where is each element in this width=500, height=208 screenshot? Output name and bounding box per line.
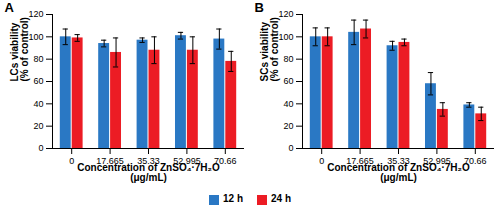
svg-text:70.66: 70.66 xyxy=(214,155,237,166)
svg-text:0: 0 xyxy=(288,143,293,153)
svg-text:70.66: 70.66 xyxy=(464,155,487,166)
svg-text:80: 80 xyxy=(283,54,293,64)
svg-text:20: 20 xyxy=(283,121,293,131)
html-text:12 h: 12 h xyxy=(223,193,243,205)
svg-text:60: 60 xyxy=(33,76,43,86)
svg-text:40: 40 xyxy=(33,99,43,109)
svg-text:LCs viability(% of control): LCs viability(% of control) xyxy=(9,17,30,81)
svg-text:60: 60 xyxy=(283,76,293,86)
svg-text:100: 100 xyxy=(278,32,293,42)
svg-text:120: 120 xyxy=(28,9,43,19)
svg-text:Concentration of ZnSO₄·7H₂O(μg: Concentration of ZnSO₄·7H₂O(μg/mL) xyxy=(327,162,470,183)
svg-text:SCs viability(% of control): SCs viability(% of control) xyxy=(259,17,280,81)
svg-text:20: 20 xyxy=(33,121,43,131)
svg-text:Concentration of ZnSO₄·7H₂O(μg: Concentration of ZnSO₄·7H₂O(μg/mL) xyxy=(77,162,220,183)
svg-text:B: B xyxy=(255,0,264,15)
svg-text:80: 80 xyxy=(33,54,43,64)
svg-text:0: 0 xyxy=(69,156,74,166)
svg-text:0: 0 xyxy=(38,143,43,153)
svg-text:120: 120 xyxy=(278,9,293,19)
svg-text:100: 100 xyxy=(28,32,43,42)
svg-text:A: A xyxy=(5,0,15,15)
html-text:24 h: 24 h xyxy=(271,193,291,205)
svg-text:40: 40 xyxy=(283,99,293,109)
svg-text:0: 0 xyxy=(319,156,324,166)
